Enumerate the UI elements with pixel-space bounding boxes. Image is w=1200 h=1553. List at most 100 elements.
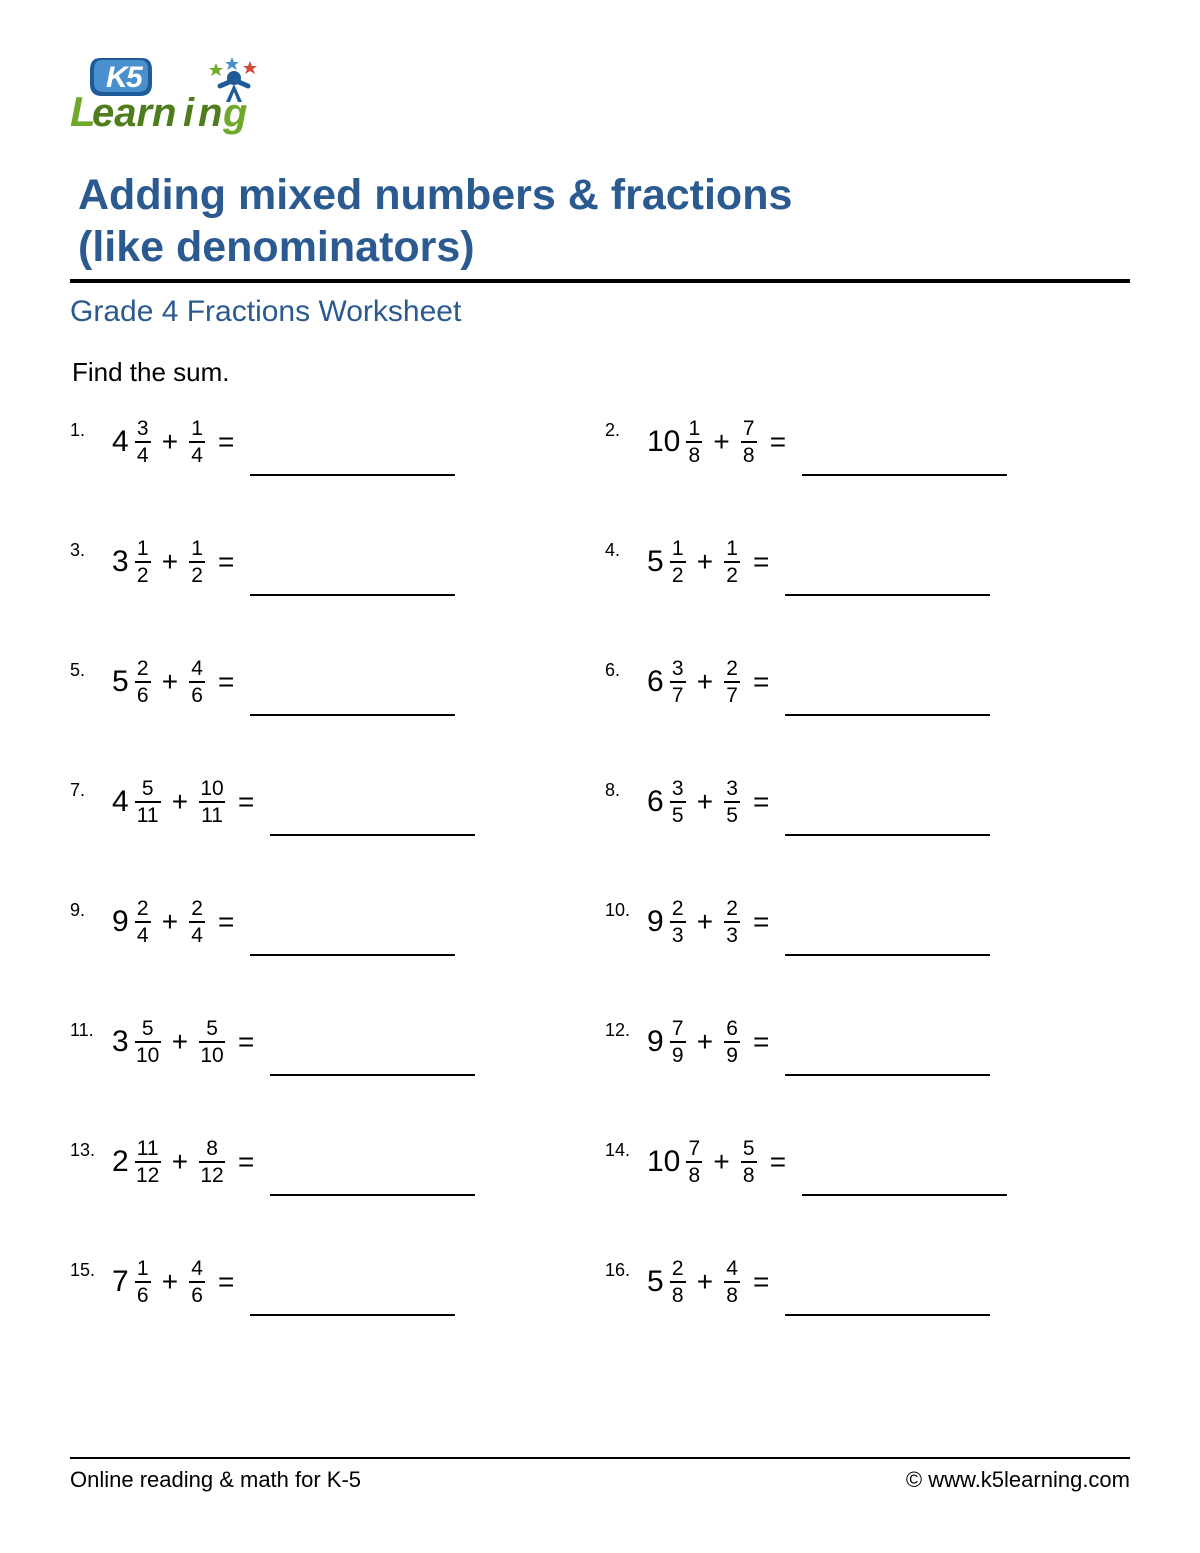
fraction: 1011	[199, 778, 225, 826]
fraction-bar	[135, 1161, 161, 1163]
fraction-numerator: 2	[137, 898, 149, 920]
answer-blank[interactable]	[785, 808, 990, 836]
fraction-denominator: 12	[136, 1164, 159, 1186]
problem-expression: 1018+78=	[647, 418, 792, 466]
equals-sign: =	[238, 1146, 254, 1178]
problem-expression: 979+69=	[647, 1018, 775, 1066]
problem-expression: 528+48=	[647, 1258, 775, 1306]
problem-number: 6.	[605, 658, 647, 681]
title-line-2: (like denominators)	[78, 223, 475, 271]
whole-number: 3	[112, 1025, 129, 1059]
answer-blank[interactable]	[250, 928, 455, 956]
problem-item: 6.637+27=	[605, 658, 1130, 706]
fraction-numerator: 1	[137, 538, 149, 560]
problem-item: 4.512+12=	[605, 538, 1130, 586]
answer-blank[interactable]	[250, 1288, 455, 1316]
problem-number: 8.	[605, 778, 647, 801]
fraction-bar	[189, 561, 205, 563]
fraction: 78	[741, 418, 757, 466]
fraction: 18	[686, 418, 702, 466]
problem-expression: 716+46=	[112, 1258, 240, 1306]
answer-blank[interactable]	[250, 568, 455, 596]
whole-number: 7	[112, 1265, 129, 1299]
fraction: 23	[670, 898, 686, 946]
problem-number: 9.	[70, 898, 112, 921]
problem-number: 3.	[70, 538, 112, 561]
problem-expression: 4511+1011=	[112, 778, 260, 826]
fraction: 12	[670, 538, 686, 586]
plus-sign: +	[697, 786, 713, 818]
title-line-1: Adding mixed numbers & fractions	[78, 171, 792, 219]
fraction-denominator: 2	[137, 564, 149, 586]
problem-item: 12.979+69=	[605, 1018, 1130, 1066]
fraction-numerator: 2	[726, 898, 738, 920]
fraction-denominator: 9	[672, 1044, 684, 1066]
answer-blank[interactable]	[250, 448, 455, 476]
problem-item: 7.4511+1011=	[70, 778, 595, 826]
fraction-numerator: 1	[137, 1258, 149, 1280]
whole-number: 5	[647, 1265, 664, 1299]
fraction: 16	[135, 1258, 151, 1306]
fraction-bar	[189, 441, 205, 443]
problem-item: 13.21112+812=	[70, 1138, 595, 1186]
plus-sign: +	[162, 906, 178, 938]
whole-number: 5	[112, 665, 129, 699]
problem-expression: 1078+58=	[647, 1138, 792, 1186]
fraction: 46	[189, 658, 205, 706]
fraction: 78	[686, 1138, 702, 1186]
fraction-denominator: 11	[201, 804, 223, 826]
problem-number: 16.	[605, 1258, 647, 1281]
equals-sign: =	[238, 1026, 254, 1058]
svg-text:g: g	[222, 91, 247, 135]
fraction: 12	[724, 538, 740, 586]
plus-sign: +	[697, 1266, 713, 1298]
fraction: 510	[199, 1018, 225, 1066]
answer-blank[interactable]	[270, 1048, 475, 1076]
whole-number: 9	[647, 1025, 664, 1059]
fraction: 48	[724, 1258, 740, 1306]
fraction-numerator: 1	[191, 538, 203, 560]
fraction-denominator: 8	[726, 1284, 738, 1306]
fraction: 26	[135, 658, 151, 706]
problem-expression: 312+12=	[112, 538, 240, 586]
fraction-denominator: 7	[726, 684, 738, 706]
plus-sign: +	[172, 786, 188, 818]
answer-blank[interactable]	[785, 1048, 990, 1076]
fraction-bar	[135, 441, 151, 443]
plus-sign: +	[697, 1026, 713, 1058]
plus-sign: +	[713, 426, 729, 458]
fraction-numerator: 11	[137, 1138, 159, 1160]
fraction-numerator: 2	[137, 658, 149, 680]
fraction-numerator: 4	[191, 1258, 203, 1280]
fraction-denominator: 10	[200, 1044, 223, 1066]
problem-expression: 526+46=	[112, 658, 240, 706]
problem-item: 2.1018+78=	[605, 418, 1130, 466]
fraction-bar	[686, 1161, 702, 1163]
fraction-bar	[670, 1281, 686, 1283]
problem-item: 9.924+24=	[70, 898, 595, 946]
answer-blank[interactable]	[785, 568, 990, 596]
fraction-denominator: 4	[137, 444, 149, 466]
problems-grid: 1.434+14=2.1018+78=3.312+12=4.512+12=5.5…	[70, 418, 1130, 1306]
answer-blank[interactable]	[785, 928, 990, 956]
plus-sign: +	[697, 546, 713, 578]
fraction-numerator: 7	[672, 1018, 684, 1040]
whole-number: 10	[647, 425, 680, 459]
fraction-bar	[670, 561, 686, 563]
answer-blank[interactable]	[802, 448, 1007, 476]
answer-blank[interactable]	[785, 688, 990, 716]
problem-item: 8.635+35=	[605, 778, 1130, 826]
fraction-denominator: 6	[137, 684, 149, 706]
answer-blank[interactable]	[250, 688, 455, 716]
answer-blank[interactable]	[270, 808, 475, 836]
fraction-denominator: 2	[672, 564, 684, 586]
svg-text:i: i	[183, 91, 195, 135]
fraction-numerator: 2	[191, 898, 203, 920]
fraction-denominator: 8	[672, 1284, 684, 1306]
answer-blank[interactable]	[270, 1168, 475, 1196]
fraction-numerator: 5	[206, 1018, 218, 1040]
fraction-denominator: 3	[672, 924, 684, 946]
answer-blank[interactable]	[785, 1288, 990, 1316]
problem-number: 15.	[70, 1258, 112, 1281]
answer-blank[interactable]	[802, 1168, 1007, 1196]
